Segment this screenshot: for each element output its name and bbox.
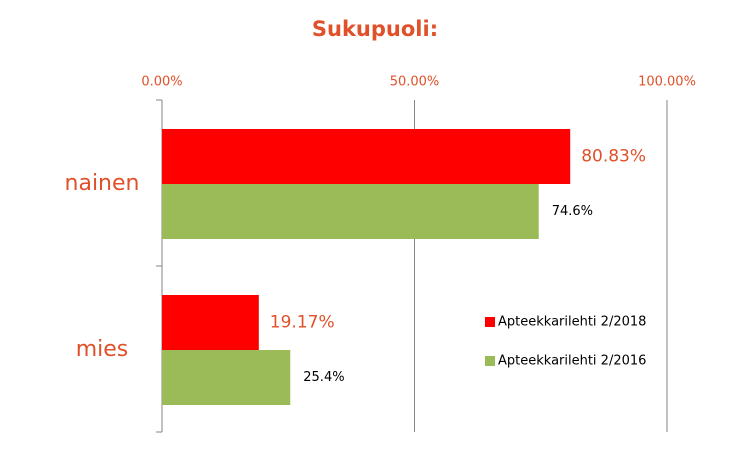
bar xyxy=(162,129,571,184)
bar xyxy=(162,295,259,350)
chart-title: Sukupuoli: xyxy=(312,17,438,41)
x-tick-label: 100.00% xyxy=(638,75,696,90)
legend-swatch xyxy=(485,317,495,327)
data-label: 74.6% xyxy=(552,204,593,219)
y-tick-label: nainen xyxy=(65,171,140,196)
x-tick-label: 50.00% xyxy=(390,75,440,90)
x-tick-label: 0.00% xyxy=(141,75,182,90)
legend-swatch xyxy=(485,356,495,366)
data-label: 25.4% xyxy=(303,370,344,385)
legend-label: Apteekkarilehti 2/2018 xyxy=(498,315,646,330)
data-label: 19.17% xyxy=(270,313,335,333)
legend-label: Apteekkarilehti 2/2016 xyxy=(498,354,646,369)
bar xyxy=(162,350,291,405)
y-tick-label: mies xyxy=(76,337,129,362)
bar xyxy=(162,184,539,239)
data-label: 80.83% xyxy=(581,147,646,167)
